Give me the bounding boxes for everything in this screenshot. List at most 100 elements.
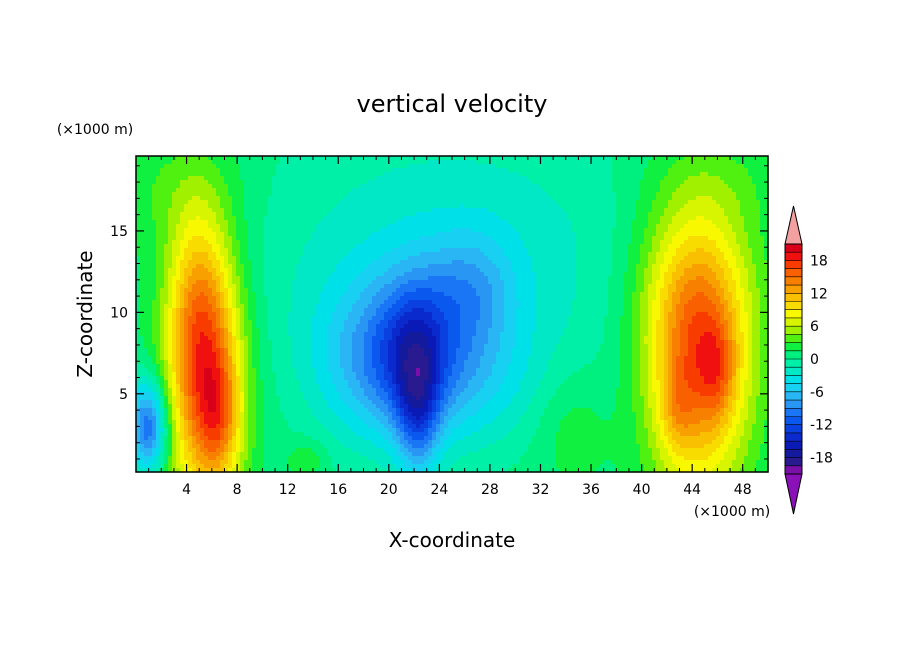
field-cell bbox=[396, 256, 401, 261]
field-cell bbox=[480, 208, 485, 213]
field-cell bbox=[256, 252, 261, 257]
field-cell bbox=[364, 180, 369, 185]
field-cell bbox=[292, 176, 297, 181]
field-cell bbox=[340, 264, 345, 269]
field-cell bbox=[288, 180, 293, 185]
field-cell bbox=[508, 164, 513, 169]
field-cell bbox=[212, 240, 217, 245]
field-cell bbox=[164, 256, 169, 261]
field-cell bbox=[560, 248, 565, 253]
field-cell bbox=[308, 272, 313, 277]
field-cell bbox=[492, 200, 497, 205]
field-cell bbox=[552, 272, 557, 277]
field-cell bbox=[268, 180, 273, 185]
field-cell bbox=[704, 200, 709, 205]
field-cell bbox=[652, 256, 657, 261]
field-cell bbox=[188, 168, 193, 173]
field-cell bbox=[668, 264, 673, 269]
field-cell bbox=[660, 188, 665, 193]
field-cell bbox=[164, 264, 169, 269]
field-cell bbox=[684, 176, 689, 181]
field-cell bbox=[432, 184, 437, 189]
field-cell bbox=[280, 260, 285, 265]
field-cell bbox=[492, 244, 497, 249]
field-cell bbox=[160, 196, 165, 201]
field-cell bbox=[336, 212, 341, 217]
field-cell bbox=[492, 188, 497, 193]
field-cell bbox=[624, 268, 629, 273]
field-cell bbox=[360, 168, 365, 173]
field-cell bbox=[684, 268, 689, 273]
field-cell bbox=[596, 184, 601, 189]
field-cell bbox=[204, 272, 209, 277]
field-cell bbox=[576, 268, 581, 273]
field-cell bbox=[628, 260, 633, 265]
field-cell bbox=[264, 224, 269, 229]
field-cell bbox=[748, 228, 753, 233]
field-cell bbox=[240, 272, 245, 277]
field-cell bbox=[264, 264, 269, 269]
field-cell bbox=[692, 272, 697, 277]
field-cell bbox=[580, 236, 585, 241]
field-cell bbox=[276, 244, 281, 249]
field-cell bbox=[760, 168, 765, 173]
field-cell bbox=[408, 264, 413, 269]
field-cell bbox=[472, 156, 477, 161]
field-cell bbox=[444, 232, 449, 237]
field-cell bbox=[676, 204, 681, 209]
field-cell bbox=[220, 236, 225, 241]
field-cell bbox=[312, 264, 317, 269]
field-cell bbox=[656, 184, 661, 189]
field-cell bbox=[160, 172, 165, 177]
field-cell bbox=[424, 280, 429, 285]
field-cell bbox=[660, 268, 665, 273]
field-cell bbox=[580, 176, 585, 181]
field-cell bbox=[464, 208, 469, 213]
field-cell bbox=[356, 268, 361, 273]
field-cell bbox=[324, 184, 329, 189]
field-cell bbox=[476, 256, 481, 261]
field-cell bbox=[660, 156, 665, 161]
field-cell bbox=[172, 228, 177, 233]
field-cell bbox=[296, 240, 301, 245]
field-cell bbox=[236, 280, 241, 285]
field-cell bbox=[592, 228, 597, 233]
field-cell bbox=[508, 184, 513, 189]
field-cell bbox=[148, 184, 153, 189]
field-cell bbox=[728, 220, 733, 225]
field-cell bbox=[608, 220, 613, 225]
field-cell bbox=[644, 256, 649, 261]
field-cell bbox=[212, 188, 217, 193]
field-cell bbox=[176, 192, 181, 197]
field-cell bbox=[456, 188, 461, 193]
field-cell bbox=[376, 280, 381, 285]
field-cell bbox=[236, 240, 241, 245]
field-cell bbox=[200, 260, 205, 265]
field-cell bbox=[192, 280, 197, 285]
field-cell bbox=[456, 220, 461, 225]
field-cell bbox=[204, 192, 209, 197]
field-cell bbox=[624, 256, 629, 261]
field-cell bbox=[208, 200, 213, 205]
field-cell bbox=[376, 228, 381, 233]
field-cell bbox=[528, 228, 533, 233]
field-cell bbox=[736, 156, 741, 161]
field-cell bbox=[680, 156, 685, 161]
field-cell bbox=[212, 244, 217, 249]
field-cell bbox=[488, 168, 493, 173]
field-cell bbox=[756, 248, 761, 253]
field-cell bbox=[556, 208, 561, 213]
field-cell bbox=[188, 256, 193, 261]
field-cell bbox=[440, 176, 445, 181]
field-cell bbox=[224, 236, 229, 241]
field-cell bbox=[632, 208, 637, 213]
field-cell bbox=[196, 272, 201, 277]
field-cell bbox=[392, 208, 397, 213]
field-cell bbox=[532, 172, 537, 177]
field-cell bbox=[748, 176, 753, 181]
field-cell bbox=[608, 240, 613, 245]
field-cell bbox=[608, 180, 613, 185]
field-cell bbox=[600, 208, 605, 213]
field-cell bbox=[484, 188, 489, 193]
field-cell bbox=[192, 232, 197, 237]
